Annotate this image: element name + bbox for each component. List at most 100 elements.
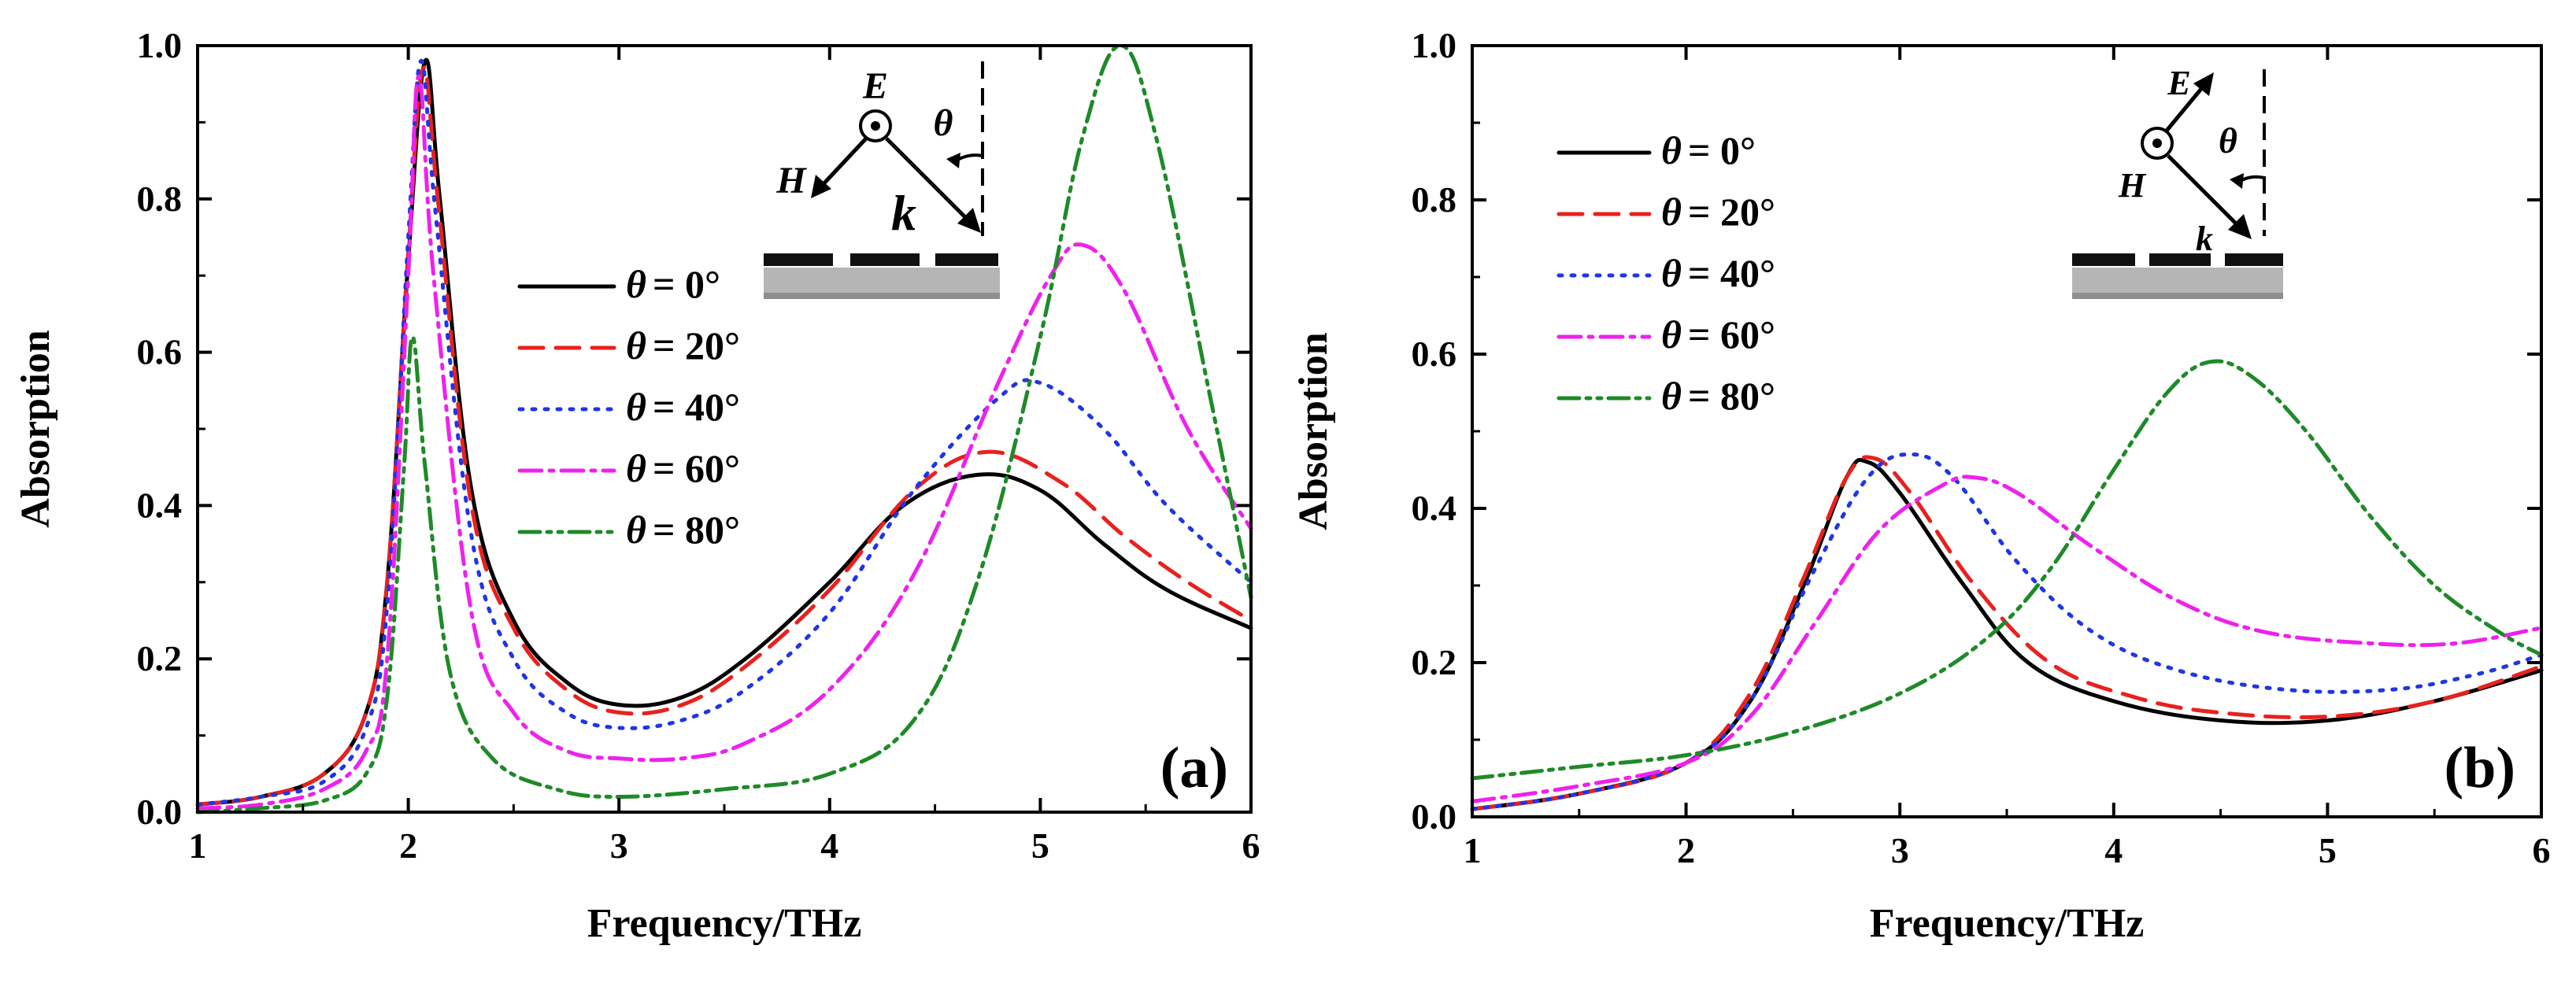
k-arrow-shaft (2167, 154, 2242, 230)
metal-strip-0 (764, 253, 833, 266)
x-tick-label: 5 (1031, 826, 1049, 866)
inset-k-label: k (2196, 220, 2213, 258)
legend-value: = 40° (1688, 251, 1775, 295)
legend: θ = 0°θ = 20°θ = 40°θ = 60°θ = 80° (1556, 128, 1775, 418)
series-line-0 (1470, 457, 2544, 811)
metal-strip-1 (850, 253, 920, 266)
y-axis-label: Absorption (1291, 332, 1336, 530)
x-tick-label: 1 (1464, 830, 1482, 870)
y-tick-label: 0.4 (1412, 488, 1457, 528)
x-axis-label: Frequency/THz (587, 901, 862, 946)
legend-theta: θ (626, 262, 646, 306)
legend-value: = 20° (653, 323, 740, 368)
series-line-4 (195, 43, 1253, 814)
legend-theta: θ (1661, 374, 1682, 418)
x-tick-label: 3 (610, 826, 628, 866)
legend-theta: θ (626, 446, 646, 490)
metal-strip-0 (2072, 253, 2135, 266)
inset-h-label: H (775, 160, 807, 201)
panel-label: (b) (2445, 736, 2515, 800)
inset-e-label: E (2167, 64, 2190, 102)
inset-e-label: E (862, 65, 888, 107)
series-line-2 (195, 58, 1253, 807)
legend: θ = 0°θ = 20°θ = 40°θ = 60°θ = 80° (517, 262, 740, 552)
legend-value: = 0° (1688, 128, 1756, 172)
e-field-circle (859, 109, 892, 142)
k-arrow-shaft (885, 137, 972, 223)
legend-theta: θ (1661, 128, 1682, 172)
legend-entry-2: θ = 40° (626, 385, 740, 429)
theta-arc-arrowhead (946, 153, 960, 168)
legend-entry-3: θ = 60° (626, 446, 740, 490)
y-tick-label: 1.0 (1412, 25, 1457, 65)
h-field-circle (2141, 127, 2174, 160)
legend-theta: θ (1661, 190, 1682, 234)
legend-entry-3: θ = 60° (1661, 312, 1775, 356)
x-tick-label: 4 (2104, 830, 2123, 870)
x-tick-label: 6 (1242, 826, 1260, 866)
metal-strip-2 (935, 253, 998, 266)
e-arrow-shaft (2165, 83, 2206, 132)
theta-arc-arrowhead (2230, 173, 2244, 189)
y-tick-label: 0.8 (1412, 179, 1457, 220)
legend-entry-0: θ = 0° (1661, 128, 1756, 172)
y-tick-label: 0.4 (137, 485, 183, 525)
chart-panel-b: 1 2 3 4 5 6 0.0 0.2 0.4 0.6 0.8 1.0 Frequency/THz Abs… (1291, 25, 2551, 946)
metal-strip-2 (2225, 253, 2283, 266)
e-arrowhead (2193, 72, 2214, 96)
y-tick-label: 0.8 (137, 179, 183, 219)
inset-h-label: H (2118, 166, 2147, 205)
legend-theta: θ (626, 385, 646, 429)
legend-value: = 80° (1688, 374, 1775, 418)
series-line-3 (195, 74, 1253, 811)
legend-value: = 0° (653, 262, 720, 306)
legend-entry-4: θ = 80° (626, 508, 740, 552)
legend-entry-2: θ = 40° (1661, 251, 1775, 295)
h-field-dot (2152, 139, 2162, 148)
h-arrow-shaft (819, 137, 868, 189)
x-axis-label: Frequency/THz (1870, 901, 2145, 946)
x-tick-label: 5 (2319, 830, 2337, 870)
inset-theta-label: θ (2219, 120, 2237, 161)
k-arrowhead (957, 208, 981, 233)
panel-label: (a) (1160, 736, 1228, 800)
series-line-3 (1470, 475, 2544, 803)
plot-frame (196, 44, 1253, 814)
plot-frame (1471, 44, 2543, 818)
legend-value: = 60° (1688, 312, 1775, 356)
y-tick-label: 0.0 (1412, 796, 1457, 837)
substrate-edge (2072, 293, 2283, 299)
legend-value: = 40° (653, 385, 740, 429)
incidence-inset: E Hk θ (2072, 64, 2283, 299)
x-tick-label: 3 (1891, 830, 1909, 870)
y-tick-label: 0.2 (1412, 642, 1457, 682)
legend-theta: θ (626, 508, 646, 552)
x-tick-label: 6 (2533, 830, 2551, 870)
y-tick-label: 1.0 (137, 25, 183, 65)
e-field-dot (871, 121, 880, 131)
series-line-1 (195, 65, 1253, 807)
h-arrowhead (811, 175, 831, 198)
y-tick-label: 0.2 (137, 638, 183, 678)
series-line-0 (195, 57, 1253, 807)
inset-k-label: k (891, 185, 916, 241)
y-tick-label: 0.6 (137, 332, 183, 372)
legend-value: = 80° (653, 508, 740, 552)
legend-entry-4: θ = 80° (1661, 374, 1775, 418)
legend-theta: θ (626, 323, 646, 368)
substrate-layer (2072, 268, 2283, 297)
legend-entry-1: θ = 20° (1661, 190, 1775, 234)
x-tick-label: 2 (399, 826, 417, 866)
series-line-1 (1470, 455, 2544, 811)
y-axis-label: Absorption (13, 330, 58, 527)
series-line-2 (1470, 452, 2544, 811)
legend-value: = 20° (1688, 190, 1775, 234)
legend-value: = 60° (653, 446, 740, 490)
x-tick-label: 4 (820, 826, 838, 866)
y-tick-label: 0.6 (1412, 334, 1457, 374)
y-tick-label: 0.0 (137, 792, 183, 832)
metal-strip-1 (2149, 253, 2211, 266)
series-line-4 (1470, 359, 2544, 781)
